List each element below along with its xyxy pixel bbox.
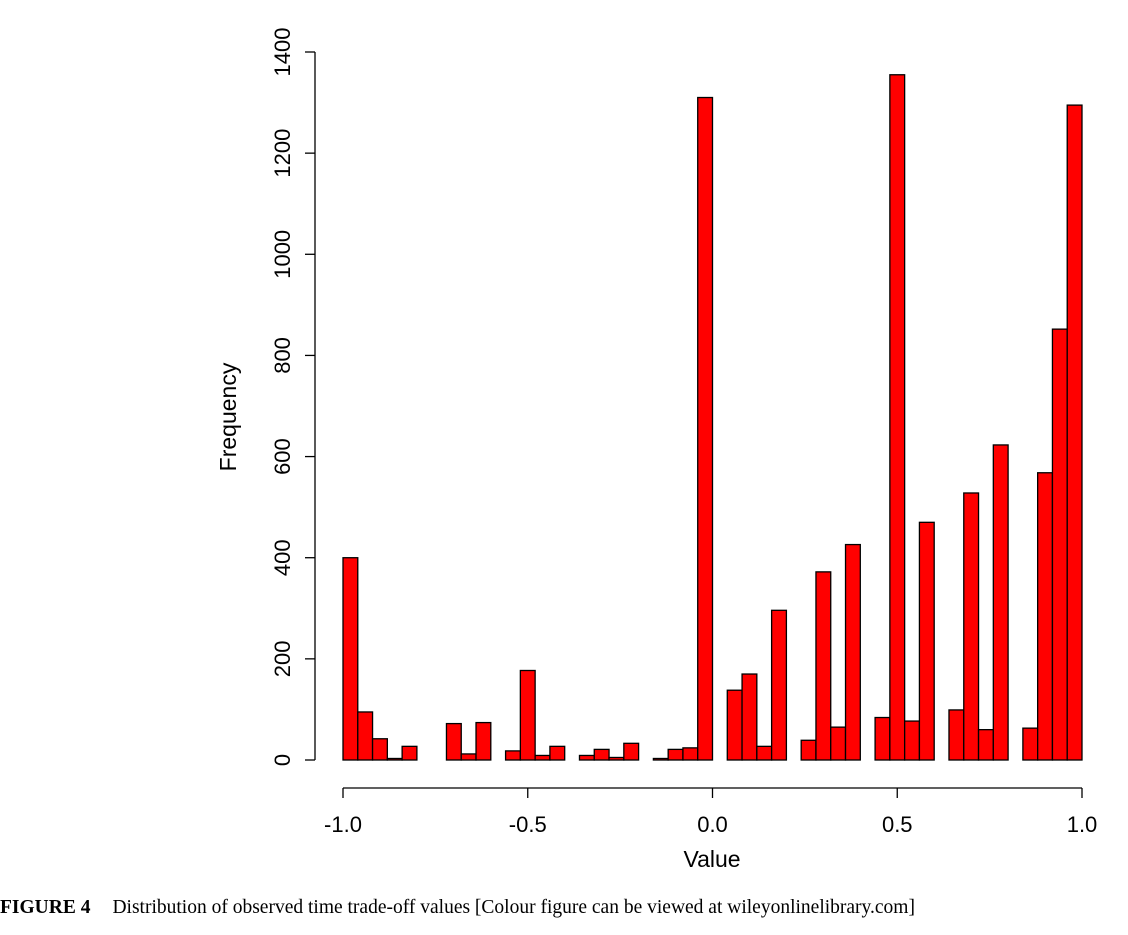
histogram-bar <box>800 739 817 761</box>
histogram-bar <box>460 753 477 761</box>
histogram-bar <box>475 721 492 761</box>
histogram-bar <box>504 750 522 761</box>
histogram-bar <box>401 745 418 761</box>
histogram-bar <box>593 748 610 761</box>
histogram-bar <box>342 557 359 761</box>
histogram-bar <box>948 709 965 761</box>
y-axis-label: Frequency <box>215 362 241 471</box>
histogram-bar <box>371 738 388 761</box>
histogram-bar <box>770 609 788 761</box>
histogram-bar <box>1066 104 1083 761</box>
histogram-bar <box>726 689 743 761</box>
figure-caption-text: Distribution of observed time trade-off … <box>112 897 915 918</box>
x-tick-label: -0.5 <box>509 812 547 837</box>
y-tick-label: 200 <box>270 640 295 677</box>
figure-label: FIGURE 4 <box>0 897 91 918</box>
x-tick-label: 1.0 <box>1067 812 1098 837</box>
x-tick-label: -1.0 <box>324 812 362 837</box>
y-tick-label: 400 <box>270 539 295 576</box>
histogram-bar <box>697 96 714 761</box>
histogram-bar <box>918 521 935 761</box>
histogram-bar <box>830 726 847 761</box>
histogram-bar <box>578 754 595 761</box>
y-tick-label: 800 <box>270 337 295 374</box>
histogram-bar <box>682 747 699 761</box>
histogram-bar <box>1037 472 1054 761</box>
histogram-bar <box>874 716 891 761</box>
histogram-bar <box>844 543 861 761</box>
histogram-bar <box>667 748 684 761</box>
histogram-bar <box>903 720 921 761</box>
x-tick-label: 0.5 <box>882 812 913 837</box>
histogram-bar <box>889 74 906 761</box>
y-axis: 0 200 400 600 800 1000 1200 1400 <box>270 28 316 766</box>
y-tick-label: 1400 <box>270 28 295 77</box>
y-tick-label: 1000 <box>270 230 295 279</box>
histogram-bar <box>992 444 1009 761</box>
histogram-bar <box>1022 727 1039 761</box>
histogram-bar <box>815 571 832 761</box>
histogram-bar <box>756 745 773 761</box>
histogram-bar <box>519 669 536 761</box>
histogram-bar <box>357 711 374 761</box>
histogram-bar <box>652 757 669 761</box>
y-tick-label: 0 <box>270 754 295 766</box>
histogram-bar <box>386 757 403 761</box>
histogram-bar <box>963 492 980 761</box>
x-axis-label: Value <box>683 846 740 872</box>
bars-group <box>342 74 1083 761</box>
histogram-bar <box>741 673 758 761</box>
x-tick-label: 0.0 <box>697 812 728 837</box>
histogram-bar <box>534 754 551 761</box>
histogram-bar <box>445 722 462 761</box>
histogram-bar <box>549 745 566 761</box>
histogram-bar <box>977 729 994 761</box>
histogram-chart: 0 200 400 600 800 1000 1200 1400 -1.0 -0.5 0.0 0.5… <box>215 28 1098 872</box>
y-tick-label: 1200 <box>270 129 295 178</box>
histogram-bar <box>623 742 640 761</box>
histogram-bar <box>1051 328 1068 761</box>
y-tick-label: 600 <box>270 438 295 475</box>
x-axis: -1.0 -0.5 0.0 0.5 1.0 <box>324 787 1098 837</box>
histogram-bar <box>608 756 625 761</box>
figure-caption: FIGURE 4 Distribution of observed time tr… <box>0 897 1128 919</box>
